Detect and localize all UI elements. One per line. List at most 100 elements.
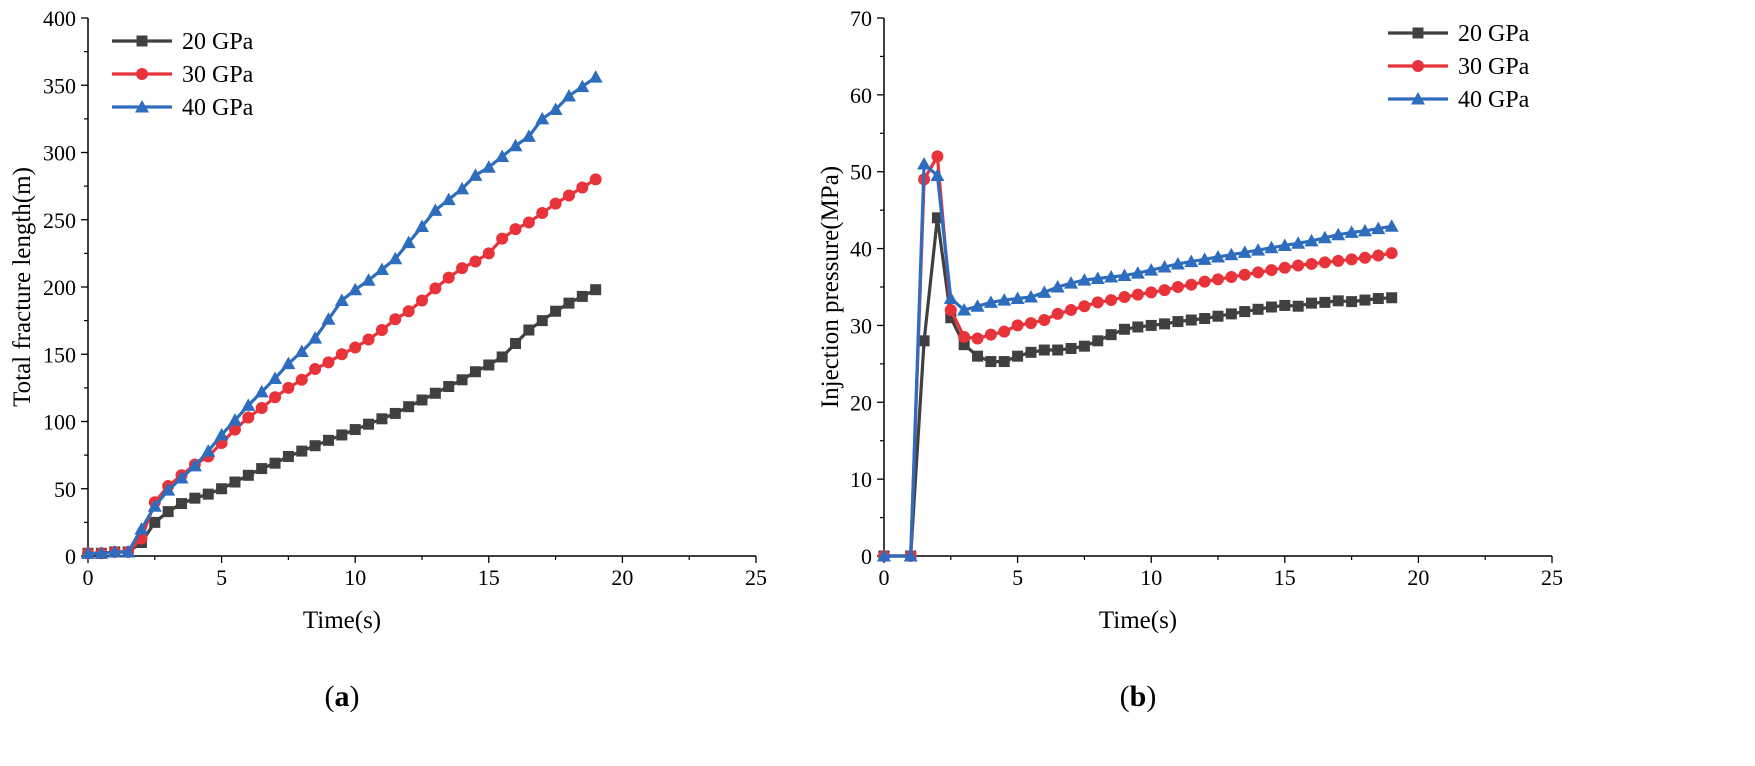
data-point [535,111,550,125]
data-point [361,273,376,286]
data-point [931,150,944,163]
data-point [187,458,202,472]
data-point [1372,293,1384,305]
data-point [389,407,401,419]
data-point [997,293,1012,306]
data-point [321,312,336,325]
data-point [550,305,562,317]
data-point [1371,221,1386,235]
panel-label: (b) [1120,680,1157,713]
data-point [958,339,970,351]
data-point [1118,290,1131,303]
data-point [983,295,998,308]
data-point [1117,268,1132,281]
series-line [884,154,1392,558]
data-point [334,293,349,306]
y-tick-label: 250 [43,208,76,233]
data-point [94,546,109,559]
data-point [1264,240,1279,254]
data-point [1078,300,1091,313]
data-point [1050,280,1065,293]
data-point [590,284,602,296]
data-point [1144,263,1159,276]
x-tick-label: 15 [1274,565,1296,590]
data-point [1278,261,1291,274]
y-tick-label: 350 [43,73,76,98]
x-tick-label: 5 [1012,565,1023,590]
data-point [456,262,469,275]
data-point [1292,300,1304,312]
data-point [1052,344,1064,356]
data-point [1157,260,1172,273]
data-point [227,413,242,426]
x-tick-label: 10 [1140,565,1162,590]
data-point [483,359,495,371]
legend-marker [136,68,148,80]
data-point [1306,297,1318,309]
data-point [1346,296,1358,308]
data-point [162,506,174,518]
data-point [903,549,918,562]
series-20-gpa [82,284,602,559]
data-point [1023,289,1038,303]
legend-marker [1412,27,1424,39]
data-point [1197,252,1212,265]
data-point [1277,238,1292,251]
series-40-gpa [877,157,1399,562]
data-point [510,337,522,349]
data-point [482,247,495,260]
data-point [1012,350,1024,362]
data-point [1212,273,1224,286]
data-point [161,483,176,496]
data-point [1064,276,1079,289]
data-point [322,356,335,369]
data-point [201,444,216,457]
data-point [389,313,402,326]
data-point [1317,230,1332,244]
data-point [296,445,308,457]
data-point [958,330,971,343]
x-tick-label: 15 [478,565,500,590]
data-point [1225,308,1237,320]
data-point [944,304,957,317]
data-point [957,303,972,316]
data-point [1358,251,1371,264]
data-point [972,350,984,362]
y-axis-title: Injection pressure(MPa) [817,166,844,408]
data-point [1224,247,1239,261]
data-point [1345,253,1358,266]
data-point [548,102,563,115]
y-axis-title: Total fracture length(m) [9,167,36,407]
data-point [214,427,229,441]
y-tick-label: 60 [850,83,872,108]
x-tick-label: 0 [879,565,890,590]
data-point [575,79,590,93]
y-tick-label: 50 [54,477,76,502]
data-point [1090,271,1105,285]
data-point [562,189,575,202]
data-point [576,290,588,302]
data-point [375,324,388,337]
data-point [336,429,348,441]
data-point [1372,249,1385,262]
data-point [1091,296,1104,309]
data-point [1185,278,1198,291]
data-point [1238,268,1251,281]
data-point [1038,344,1050,356]
data-point [1010,291,1025,305]
data-point [416,294,428,307]
data-point [229,476,241,488]
y-tick-label: 300 [43,141,76,166]
data-point [242,411,255,424]
data-point [509,223,522,236]
data-point [1105,294,1118,307]
data-point [930,168,945,182]
data-point [549,197,562,210]
data-point [970,299,985,312]
data-point [147,499,162,512]
data-point [349,424,361,436]
data-point [1319,296,1331,308]
data-point [1159,318,1171,330]
data-point [176,498,188,510]
data-point [1145,319,1157,331]
